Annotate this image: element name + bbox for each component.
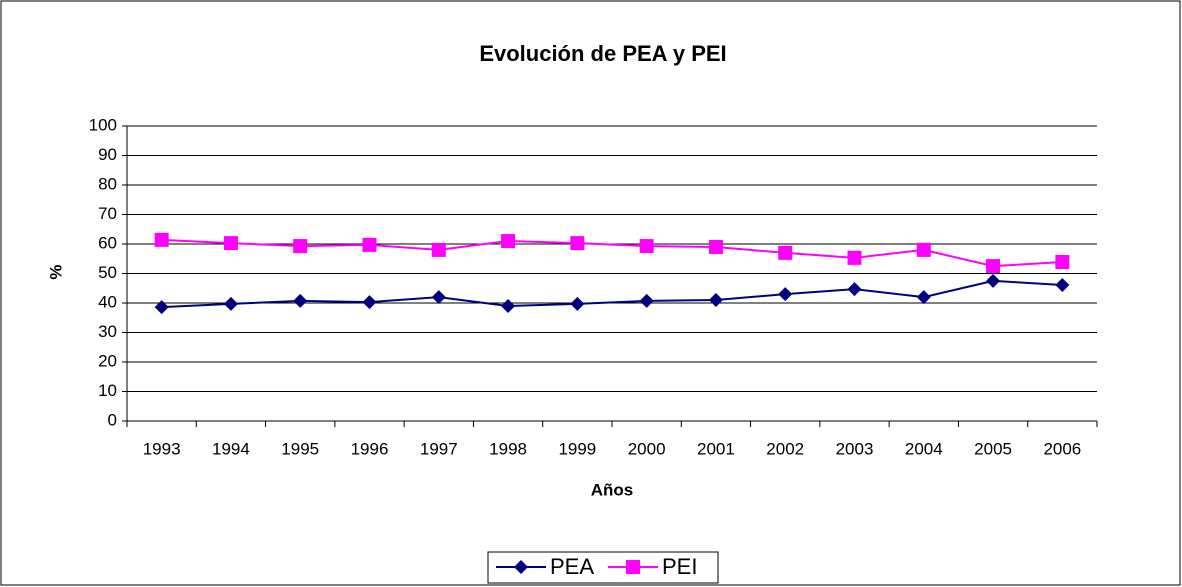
x-tick-label: 2003 <box>836 439 874 458</box>
x-tick-label: 2006 <box>1043 439 1081 458</box>
marker <box>514 560 528 574</box>
y-tick-label: 30 <box>98 322 117 341</box>
marker <box>570 296 585 311</box>
y-tick-label: 80 <box>98 174 117 193</box>
marker <box>501 298 516 313</box>
marker <box>708 293 723 308</box>
x-tick-label: 2005 <box>974 439 1012 458</box>
y-tick-label: 10 <box>98 381 117 400</box>
marker <box>847 282 862 297</box>
y-tick-label: 0 <box>108 410 117 429</box>
marker <box>778 287 793 302</box>
x-tick-label: 1998 <box>489 439 527 458</box>
marker <box>847 250 862 265</box>
y-tick-label: 70 <box>98 204 117 223</box>
marker <box>626 560 640 574</box>
marker <box>362 295 377 310</box>
x-tick-label: 2002 <box>766 439 804 458</box>
x-axis-label: Años <box>591 480 634 499</box>
x-tick-label: 1996 <box>351 439 389 458</box>
marker <box>223 296 238 311</box>
x-tick-label: 1993 <box>143 439 181 458</box>
y-tick-label: 100 <box>89 115 117 134</box>
y-tick-label: 60 <box>98 233 117 252</box>
marker <box>639 293 654 308</box>
marker <box>1055 278 1070 293</box>
marker <box>1055 254 1070 269</box>
y-tick-label: 40 <box>98 292 117 311</box>
marker <box>986 259 1001 274</box>
series-line <box>161 279 1063 309</box>
marker <box>778 245 793 260</box>
x-tick-label: 1995 <box>281 439 319 458</box>
marker <box>986 273 1001 288</box>
marker <box>639 239 654 254</box>
legend-label: PEA <box>550 554 594 579</box>
y-tick-label: 90 <box>98 145 117 164</box>
chart-title: Evolución de PEA y PEI <box>479 41 726 66</box>
x-tick-label: 1994 <box>212 439 250 458</box>
x-tick-label: 2004 <box>905 439 943 458</box>
marker <box>293 293 308 308</box>
marker <box>431 242 446 257</box>
y-tick-label: 50 <box>98 263 117 282</box>
marker <box>154 300 169 315</box>
marker <box>431 290 446 305</box>
marker <box>916 290 931 305</box>
marker <box>501 234 516 249</box>
legend-label: PEI <box>662 554 697 579</box>
y-tick-label: 20 <box>98 351 117 370</box>
y-axis-label: % <box>46 264 65 279</box>
marker <box>362 237 377 252</box>
x-tick-label: 2000 <box>628 439 666 458</box>
marker <box>916 242 931 257</box>
marker <box>223 236 238 251</box>
x-tick-label: 2001 <box>697 439 735 458</box>
marker <box>570 236 585 251</box>
x-tick-label: 1997 <box>420 439 458 458</box>
marker <box>708 239 723 254</box>
marker <box>154 232 169 247</box>
marker <box>293 239 308 254</box>
series-line <box>161 238 1063 268</box>
x-tick-label: 1999 <box>558 439 596 458</box>
